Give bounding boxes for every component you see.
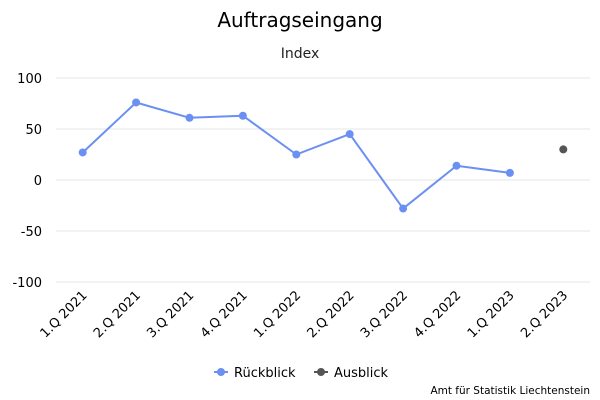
data-point[interactable] bbox=[559, 145, 568, 154]
data-point[interactable] bbox=[345, 130, 354, 139]
data-point[interactable] bbox=[132, 98, 141, 107]
x-tick-label: 2.Q 2023 bbox=[518, 288, 571, 341]
data-point[interactable] bbox=[78, 148, 87, 157]
chart-subtitle: Index bbox=[281, 46, 320, 62]
x-tick-label: 1.Q 2022 bbox=[251, 288, 304, 341]
x-tick-label: 3.Q 2022 bbox=[358, 288, 411, 341]
series-group bbox=[78, 98, 568, 213]
x-axis-ticks: 1.Q 2021 2.Q 2021 3.Q 2021 4.Q 2021 1.Q 2022… bbox=[38, 288, 572, 341]
x-tick-label: 1.Q 2021 bbox=[38, 288, 91, 341]
series-0 bbox=[78, 98, 514, 213]
legend-swatch-marker bbox=[317, 368, 325, 376]
series-1 bbox=[559, 145, 568, 154]
legend-item-0[interactable]: Rückblick bbox=[214, 366, 296, 381]
legend: Rückblick Ausblick bbox=[214, 366, 389, 381]
data-point[interactable] bbox=[452, 161, 461, 170]
x-tick-label: 1.Q 2023 bbox=[465, 288, 518, 341]
legend-swatch-marker bbox=[217, 368, 225, 376]
data-point[interactable] bbox=[505, 168, 514, 177]
data-point[interactable] bbox=[399, 204, 408, 213]
x-tick-label: 4.Q 2021 bbox=[198, 288, 251, 341]
y-tick-label: 50 bbox=[25, 123, 42, 138]
x-tick-label: 3.Q 2021 bbox=[144, 288, 197, 341]
x-tick-label: 2.Q 2021 bbox=[91, 288, 144, 341]
legend-item-1[interactable]: Ausblick bbox=[314, 366, 389, 381]
y-axis-ticks: 100 50 0 -50 -100 bbox=[12, 72, 42, 291]
y-tick-label: 0 bbox=[34, 174, 42, 189]
data-point[interactable] bbox=[185, 113, 194, 122]
x-tick-label: 2.Q 2022 bbox=[305, 288, 358, 341]
data-point[interactable] bbox=[238, 111, 247, 120]
legend-label: Rückblick bbox=[234, 366, 296, 381]
data-point[interactable] bbox=[292, 150, 301, 159]
legend-label: Ausblick bbox=[334, 366, 389, 381]
y-tick-label: 100 bbox=[17, 72, 42, 87]
grid-lines bbox=[56, 77, 590, 283]
y-tick-label: -100 bbox=[12, 276, 42, 291]
chart-title: Auftragseingang bbox=[217, 8, 382, 32]
y-tick-label: -50 bbox=[21, 225, 42, 240]
chart-credit: Amt für Statistik Liechtenstein bbox=[430, 385, 590, 397]
x-tick-label: 4.Q 2022 bbox=[411, 288, 464, 341]
